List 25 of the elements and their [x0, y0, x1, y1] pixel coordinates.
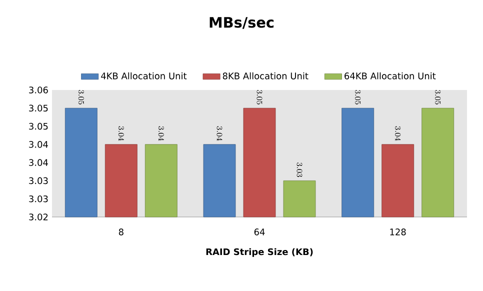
data-label: 3.05 [78, 90, 84, 104]
y-tick-label: 3.04 [29, 141, 48, 148]
x-tick-label: 128 [390, 228, 406, 236]
y-tick-label: 3.04 [29, 159, 48, 166]
x-axis-title: RAID Stripe Size (KB) [206, 248, 313, 257]
chart-title: MBs/sec [210, 17, 274, 29]
data-label: 3.03 [296, 162, 302, 177]
x-tick-label: 64 [254, 228, 265, 236]
legend-label: 4KB Allocation Unit [101, 72, 187, 80]
y-tick-label: 3.06 [29, 86, 48, 94]
data-label: 3.04 [158, 126, 164, 141]
y-tick-label: 3.05 [29, 104, 48, 112]
legend-label: 64KB Allocation Unit [344, 72, 436, 80]
data-label: 3.04 [395, 126, 401, 141]
y-tick-label: 3.03 [29, 195, 48, 202]
data-label: 3.05 [435, 90, 441, 104]
data-label: 3.04 [216, 126, 222, 141]
data-label: 3.04 [118, 126, 124, 141]
data-label: 3.05 [256, 90, 262, 104]
y-tick-label: 3.03 [29, 177, 48, 184]
x-tick-label: 8 [118, 228, 124, 236]
y-tick-label: 3.05 [29, 122, 48, 130]
legend-label: 8KB Allocation Unit [222, 72, 308, 80]
y-tick-label: 3.02 [29, 214, 48, 220]
data-label: 3.05 [355, 90, 361, 104]
